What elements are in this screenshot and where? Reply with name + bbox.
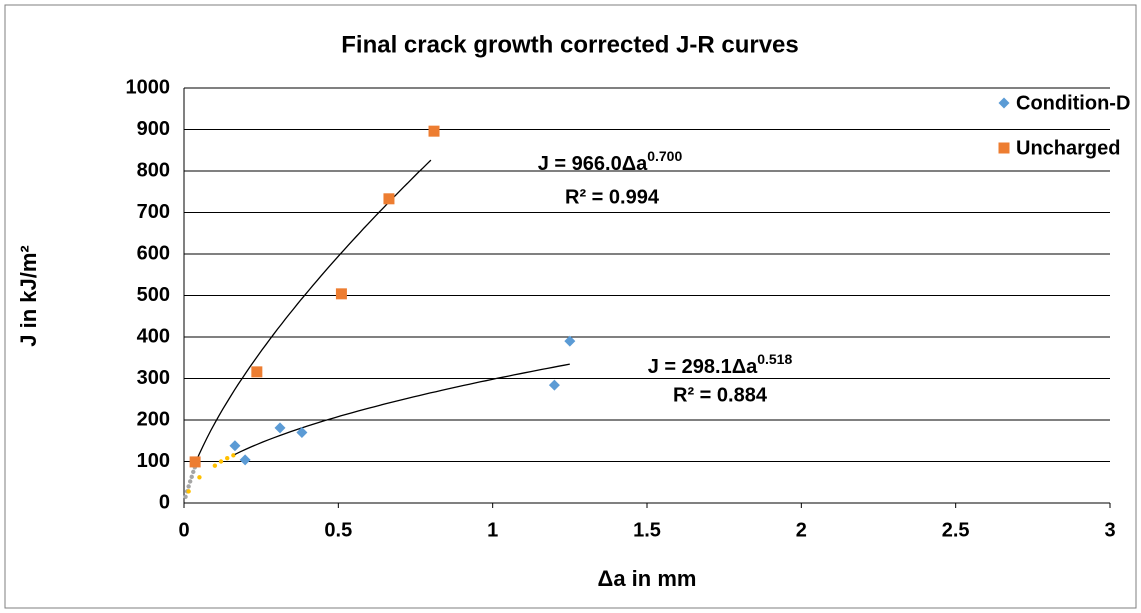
x-tick-label: 2.5	[942, 519, 970, 541]
marker	[239, 454, 251, 466]
guide-point	[186, 489, 191, 494]
marker	[548, 379, 560, 391]
guide-point	[186, 484, 191, 489]
chart-title: Final crack growth corrected J-R curves	[341, 31, 799, 58]
x-tick-label: 0	[178, 519, 189, 541]
y-tick-label: 1000	[126, 76, 171, 98]
legend-marker	[998, 142, 1010, 154]
legend-label: Condition-D	[1016, 92, 1130, 114]
marker	[335, 288, 347, 300]
y-tick-label: 100	[137, 450, 170, 472]
y-tick-label: 700	[137, 201, 170, 223]
y-tick-label: 800	[137, 159, 170, 181]
trendline-r2: R² = 0.884	[673, 384, 768, 406]
y-tick-label: 500	[137, 284, 170, 306]
guide-point	[197, 475, 202, 480]
guide-point	[189, 474, 194, 480]
trendline-r2: R² = 0.994	[565, 186, 660, 208]
marker	[251, 366, 263, 378]
equation-exponent: 0.518	[757, 351, 792, 367]
legend-label: Uncharged	[1016, 137, 1120, 159]
guide-point	[191, 469, 196, 475]
x-tick-label: 0.5	[324, 519, 352, 541]
y-tick-label: 0	[159, 491, 170, 513]
y-tick-label: 300	[137, 367, 170, 389]
marker	[296, 426, 308, 438]
y-tick-label: 200	[137, 408, 170, 430]
marker	[229, 440, 241, 452]
trendline-equation: J = 298.1Δa0.518	[648, 351, 793, 379]
equation-exponent: 0.700	[647, 148, 682, 164]
legend-marker	[998, 97, 1010, 109]
x-tick-label: 1	[487, 519, 498, 541]
guide-point	[231, 453, 236, 458]
chart-frame	[4, 4, 1137, 609]
equation-text: J = 298.1Δa	[648, 356, 758, 378]
x-axis-label: Δa in mm	[598, 566, 697, 591]
x-tick-label: 3	[1104, 519, 1115, 541]
guide-point	[225, 455, 230, 461]
y-tick-label: 400	[137, 325, 170, 347]
trendline-equation: J = 966.0Δa0.700	[538, 148, 683, 176]
y-tick-label: 600	[137, 242, 170, 264]
marker	[274, 422, 286, 434]
marker	[428, 125, 440, 137]
x-tick-label: 2	[796, 519, 807, 541]
marker	[189, 456, 201, 468]
trendline	[234, 363, 570, 455]
guide-point	[187, 479, 193, 484]
marker	[564, 335, 576, 347]
guide-point	[183, 494, 188, 499]
y-tick-label: 900	[137, 118, 170, 140]
guide-point	[218, 459, 224, 464]
equation-text: J = 966.0Δa	[538, 153, 648, 175]
y-axis-label: J in kJ/m²	[16, 245, 41, 346]
guide-point	[212, 463, 218, 468]
marker	[383, 193, 395, 205]
x-tick-label: 1.5	[633, 519, 661, 541]
